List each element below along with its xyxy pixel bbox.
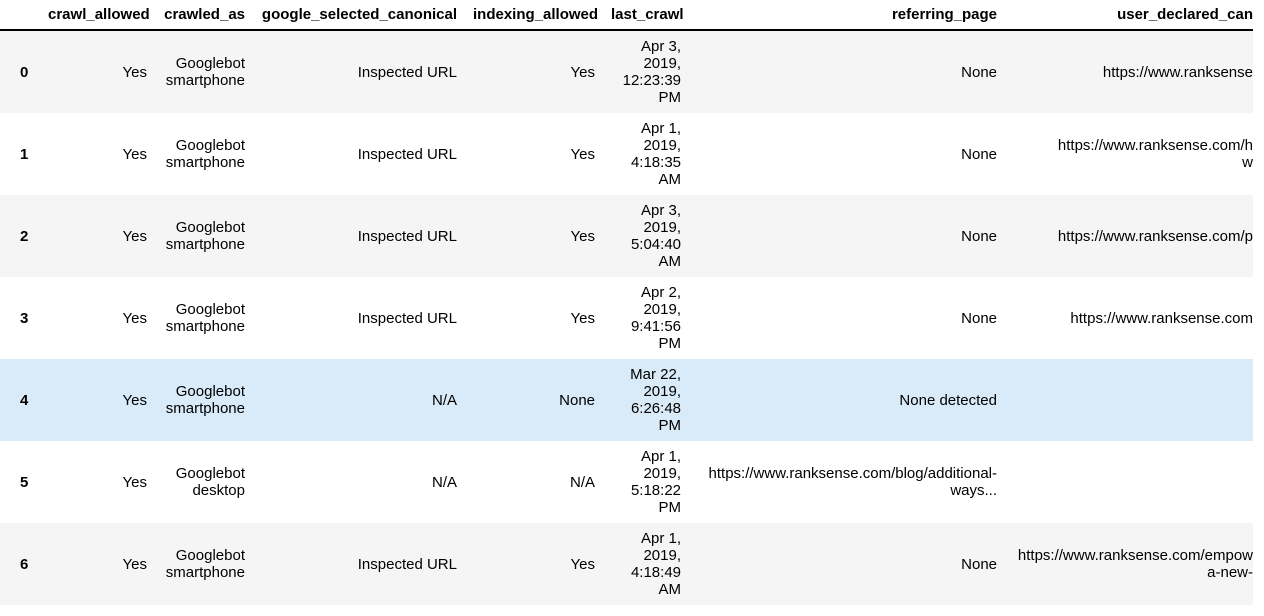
row-index-label: 3 [0,277,40,359]
cell-user_declared_canonical: https://www.ranksense.com/h w [1005,113,1253,195]
dataframe-body: 0 Yes Googlebot smartphone Inspected URL Yes… [0,30,1253,605]
index-column-header [0,0,40,31]
cell-crawl_allowed: Yes [40,359,155,441]
header-row: crawl_allowed crawled_as google_selected_c… [0,0,1253,31]
cell-google_selected_canonical: Inspected URL [253,195,465,277]
cell-indexing_allowed: Yes [465,277,603,359]
cell-last_crawl: Apr 1, 2019, 4:18:35 AM [603,113,689,195]
cell-crawled_as: Googlebot smartphone [155,277,253,359]
cell-crawled_as: Googlebot smartphone [155,30,253,113]
cell-referring_page: None detected [689,359,1005,441]
cell-user_declared_canonical: https://www.ranksense.com [1005,277,1253,359]
column-header-indexing_allowed: indexing_allowed [465,0,603,31]
cell-indexing_allowed: Yes [465,113,603,195]
row-index-label: 5 [0,441,40,523]
cell-crawled_as: Googlebot smartphone [155,113,253,195]
cell-referring_page: None [689,30,1005,113]
cell-crawled_as: Googlebot smartphone [155,359,253,441]
cell-referring_page: None [689,113,1005,195]
cell-last_crawl: Apr 3, 2019, 5:04:40 AM [603,195,689,277]
cell-crawl_allowed: Yes [40,277,155,359]
table-row-6: 6 Yes Googlebot smartphone Inspected URL Yes… [0,523,1253,605]
column-header-referring_page: referring_page [689,0,1005,31]
cell-user_declared_canonical [1005,359,1253,441]
cell-crawled_as: Googlebot smartphone [155,195,253,277]
cell-indexing_allowed: Yes [465,195,603,277]
cell-referring_page: None [689,523,1005,605]
table-row-3: 3 Yes Googlebot smartphone Inspected URL Yes… [0,277,1253,359]
cell-crawl_allowed: Yes [40,30,155,113]
table-row-0: 0 Yes Googlebot smartphone Inspected URL Yes… [0,30,1253,113]
row-index-label: 6 [0,523,40,605]
column-header-google_selected_canonical: google_selected_canonical [253,0,465,31]
column-header-crawled_as: crawled_as [155,0,253,31]
cell-referring_page: None [689,195,1005,277]
cell-crawl_allowed: Yes [40,523,155,605]
row-index-label: 2 [0,195,40,277]
cell-crawl_allowed: Yes [40,113,155,195]
table-row-4: 4 Yes Googlebot smartphone N/A None Mar 22, 2… [0,359,1253,441]
cell-google_selected_canonical: Inspected URL [253,113,465,195]
table-row-2: 2 Yes Googlebot smartphone Inspected URL Yes… [0,195,1253,277]
cell-crawl_allowed: Yes [40,195,155,277]
dataframe-header: crawl_allowed crawled_as google_selected_c… [0,0,1253,31]
row-index-label: 0 [0,30,40,113]
cell-indexing_allowed: Yes [465,30,603,113]
cell-last_crawl: Apr 2, 2019, 9:41:56 PM [603,277,689,359]
cell-user_declared_canonical: https://www.ranksense [1005,30,1253,113]
column-header-crawl_allowed: crawl_allowed [40,0,155,31]
table-row-5: 5 Yes Googlebot desktop N/A N/A Apr 1, 2019, … [0,441,1253,523]
cell-referring_page: None [689,277,1005,359]
column-header-user_declared_canonical: user_declared_can [1005,0,1253,31]
cell-user_declared_canonical: https://www.ranksense.com/p [1005,195,1253,277]
row-index-label: 1 [0,113,40,195]
cell-last_crawl: Apr 1, 2019, 5:18:22 PM [603,441,689,523]
cell-google_selected_canonical: Inspected URL [253,30,465,113]
cell-last_crawl: Apr 3, 2019, 12:23:39 PM [603,30,689,113]
table-row-1: 1 Yes Googlebot smartphone Inspected URL Yes… [0,113,1253,195]
cell-google_selected_canonical: N/A [253,359,465,441]
cell-google_selected_canonical: Inspected URL [253,277,465,359]
cell-crawl_allowed: Yes [40,441,155,523]
cell-referring_page: https://www.ranksense.com/blog/additiona… [689,441,1005,523]
column-header-last_crawl: last_crawl [603,0,689,31]
dataframe-table: crawl_allowed crawled_as google_selected_c… [0,0,1253,605]
row-index-label: 4 [0,359,40,441]
cell-last_crawl: Apr 1, 2019, 4:18:49 AM [603,523,689,605]
cell-indexing_allowed: None [465,359,603,441]
cell-google_selected_canonical: N/A [253,441,465,523]
cell-user_declared_canonical [1005,441,1253,523]
cell-crawled_as: Googlebot smartphone [155,523,253,605]
cell-indexing_allowed: Yes [465,523,603,605]
cell-crawled_as: Googlebot desktop [155,441,253,523]
cell-indexing_allowed: N/A [465,441,603,523]
cell-google_selected_canonical: Inspected URL [253,523,465,605]
cell-user_declared_canonical: https://www.ranksense.com/empow a-new- [1005,523,1253,605]
cell-last_crawl: Mar 22, 2019, 6:26:48 PM [603,359,689,441]
